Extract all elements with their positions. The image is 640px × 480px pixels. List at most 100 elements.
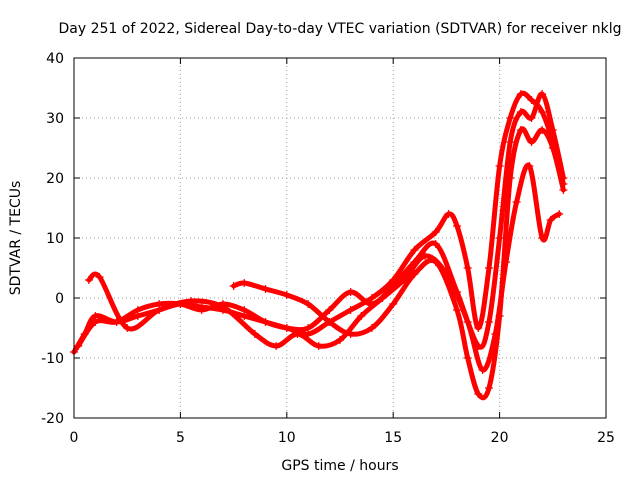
- data-point-marker: [357, 312, 366, 320]
- y-axis-label: SDTVAR / TECUs: [8, 181, 24, 296]
- data-point-marker: [444, 210, 453, 218]
- data-point-marker: [559, 186, 568, 194]
- data-point-marker: [512, 198, 521, 206]
- y-tick-label: -20: [41, 411, 64, 427]
- x-axis-label: GPS time / hours: [281, 458, 398, 474]
- data-point-marker: [84, 276, 93, 284]
- data-point-marker: [506, 114, 515, 122]
- data-point-marker: [261, 318, 270, 326]
- x-tick-label: 10: [278, 430, 296, 446]
- data-point-marker: [240, 306, 249, 314]
- y-tick-label: 20: [46, 171, 64, 187]
- data-point-marker: [442, 270, 451, 278]
- data-point-marker: [304, 300, 313, 308]
- data-point-marker: [548, 144, 557, 152]
- data-point-marker: [538, 126, 547, 134]
- data-point-marker: [546, 216, 555, 224]
- data-point-marker: [463, 318, 472, 326]
- data-point-marker: [74, 342, 83, 350]
- data-point-marker: [293, 330, 302, 338]
- data-point-marker: [478, 366, 487, 374]
- data-point-marker: [484, 318, 493, 326]
- series-layer: [70, 90, 568, 401]
- data-point-marker: [389, 300, 398, 308]
- chart-title: Day 251 of 2022, Sidereal Day-to-day VTE…: [59, 21, 622, 37]
- data-point-marker: [336, 336, 344, 344]
- data-point-marker: [495, 234, 504, 242]
- data-point-marker: [367, 324, 376, 332]
- data-point-marker: [484, 264, 493, 272]
- data-point-marker: [506, 138, 515, 146]
- data-point-marker: [527, 96, 536, 104]
- data-point-marker: [495, 162, 504, 170]
- series-trace-4: [84, 162, 564, 374]
- x-tick-label: 20: [491, 430, 509, 446]
- grid: [74, 58, 606, 418]
- data-point-marker: [453, 306, 462, 314]
- series-line: [231, 126, 566, 401]
- y-tick-label: -10: [41, 351, 64, 367]
- data-point-marker: [548, 126, 557, 134]
- x-tick-label: 5: [176, 430, 185, 446]
- data-point-marker: [240, 279, 249, 287]
- x-tick-label: 0: [70, 430, 79, 446]
- data-point-marker: [501, 258, 510, 266]
- data-point-marker: [272, 342, 281, 350]
- data-point-marker: [123, 324, 132, 332]
- data-point-marker: [133, 306, 142, 314]
- data-point-marker: [282, 324, 291, 332]
- data-point-marker: [261, 285, 270, 293]
- data-point-marker: [304, 324, 313, 332]
- series-line: [75, 91, 566, 350]
- data-point-marker: [555, 210, 564, 218]
- data-point-marker: [506, 174, 515, 182]
- data-point-marker: [527, 138, 536, 146]
- x-tick-label: 25: [597, 430, 615, 446]
- data-point-marker: [378, 294, 387, 302]
- data-point-marker: [218, 303, 227, 311]
- data-point-marker: [421, 252, 430, 260]
- data-point-marker: [91, 318, 100, 326]
- data-point-marker: [282, 291, 291, 299]
- data-point-marker: [431, 228, 440, 236]
- ticks: [73, 57, 607, 419]
- data-point-marker: [95, 273, 104, 281]
- data-point-marker: [155, 306, 164, 314]
- data-point-marker: [527, 114, 536, 122]
- data-point-marker: [453, 222, 462, 230]
- data-point-marker: [314, 342, 323, 350]
- y-tick-label: 10: [46, 231, 64, 247]
- data-point-marker: [491, 330, 500, 338]
- data-point-marker: [538, 108, 547, 116]
- y-tick-label: 40: [46, 51, 64, 67]
- data-point-marker: [399, 276, 408, 284]
- data-point-marker: [197, 306, 206, 314]
- data-point-marker: [516, 126, 525, 134]
- data-point-marker: [463, 264, 472, 272]
- data-point-marker: [410, 246, 419, 254]
- data-point-marker: [187, 297, 196, 305]
- data-point-marker: [525, 162, 534, 170]
- data-point-marker: [474, 324, 483, 332]
- data-point-marker: [538, 234, 547, 242]
- data-point-marker: [325, 306, 334, 314]
- data-point-marker: [346, 288, 355, 296]
- series-trace-3: [229, 126, 568, 401]
- data-point-marker: [516, 108, 525, 116]
- data-point-marker: [250, 330, 259, 338]
- data-point-marker: [474, 390, 483, 398]
- data-point-marker: [484, 384, 493, 392]
- data-point-marker: [463, 354, 472, 362]
- data-point-marker: [346, 306, 355, 314]
- data-point-marker: [431, 240, 440, 248]
- y-tick-label: 30: [46, 111, 64, 127]
- data-point-marker: [538, 90, 547, 98]
- y-tick-label: 0: [55, 291, 64, 307]
- data-point-marker: [410, 270, 419, 278]
- data-point-marker: [325, 318, 334, 326]
- data-point-marker: [516, 90, 525, 98]
- data-point-marker: [229, 282, 238, 290]
- x-tick-label: 15: [384, 430, 402, 446]
- tick-labels: 0 5 10 15 20 25 -20 -10 0 10 20 30 40: [41, 51, 615, 446]
